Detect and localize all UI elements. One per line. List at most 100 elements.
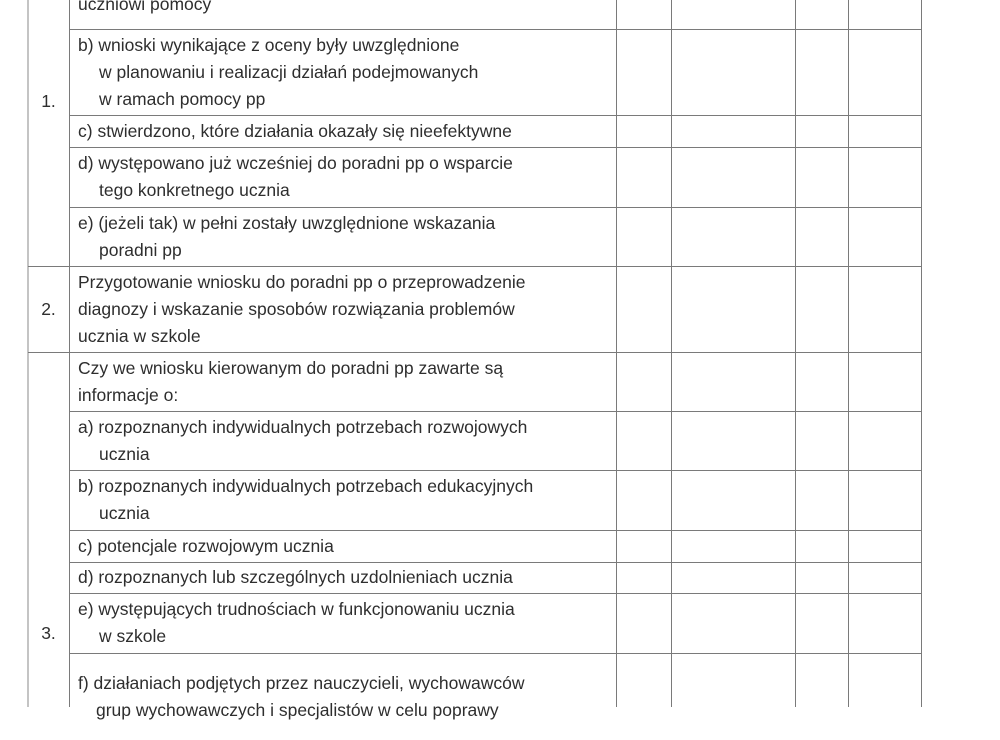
answer-cell[interactable]	[617, 530, 671, 562]
criterion-text-line: c) potencjale rozwojowym ucznia	[78, 535, 334, 556]
item-divider	[69, 653, 922, 654]
criterion-text-line: uczniowi pomocy	[78, 0, 212, 14]
answer-cell[interactable]	[849, 352, 921, 411]
item-divider	[69, 411, 922, 412]
row-divider	[28, 352, 922, 353]
criterion-cell: uczniowi pomocy	[70, 0, 616, 29]
answer-cell[interactable]	[796, 530, 848, 562]
answer-cell[interactable]	[617, 411, 671, 470]
answer-cell[interactable]	[617, 470, 671, 530]
answer-cell[interactable]	[617, 29, 671, 115]
answer-cell[interactable]	[849, 207, 921, 266]
answer-cell[interactable]	[796, 411, 848, 470]
answer-cell[interactable]	[672, 653, 795, 740]
answer-cell[interactable]	[672, 411, 795, 470]
criterion-text-line: tego konkretnego ucznia	[99, 180, 290, 200]
answer-cell[interactable]	[849, 530, 921, 562]
answer-cell[interactable]	[796, 147, 848, 207]
criterion-text-line: w planowaniu i realizacji działań podejm…	[99, 61, 479, 82]
answer-cell[interactable]	[849, 653, 921, 740]
answer-cell[interactable]	[796, 653, 848, 740]
item-divider	[69, 29, 922, 30]
answer-cell[interactable]	[849, 29, 921, 115]
criterion-cell: f) działaniach podjętych przez nauczycie…	[70, 653, 616, 740]
row-number: 3.	[41, 623, 56, 643]
answer-cell[interactable]	[617, 147, 671, 207]
answer-cell[interactable]	[672, 115, 795, 147]
answer-cell[interactable]	[672, 0, 795, 29]
item-divider	[69, 115, 922, 116]
answer-cell[interactable]	[849, 411, 921, 470]
answer-cell[interactable]	[849, 147, 921, 207]
criterion-text-line: e) (jeżeli tak) w pełni zostały uwzględn…	[78, 212, 496, 233]
answer-cell[interactable]	[617, 562, 671, 593]
answer-cell[interactable]	[672, 470, 795, 530]
answer-cell[interactable]	[796, 115, 848, 147]
answer-cell[interactable]	[849, 115, 921, 147]
answer-cell[interactable]	[849, 0, 921, 29]
answer-cell[interactable]	[796, 352, 848, 411]
answer-cell[interactable]	[849, 562, 921, 593]
answer-cell[interactable]	[796, 266, 848, 352]
answer-cell[interactable]	[617, 115, 671, 147]
answer-cell[interactable]	[796, 29, 848, 115]
criterion-text-line: b) rozpoznanych indywidualnych potrzebac…	[78, 476, 534, 496]
criterion-text-line: ucznia w szkole	[78, 325, 201, 346]
column-divider	[848, 0, 849, 707]
criterion-text-line: informacje o:	[78, 384, 179, 405]
answer-cell[interactable]	[672, 29, 795, 115]
row-divider	[28, 266, 922, 267]
item-divider	[69, 530, 922, 531]
criterion-cell: d) występowano już wcześniej do poradni …	[70, 147, 616, 207]
answer-cell[interactable]	[672, 207, 795, 266]
answer-cell[interactable]	[672, 352, 795, 411]
column-divider	[671, 0, 672, 707]
criterion-cell: c) potencjale rozwojowym ucznia	[70, 530, 616, 562]
item-divider	[69, 593, 922, 594]
answer-cell[interactable]	[849, 593, 921, 653]
answer-cell[interactable]	[672, 147, 795, 207]
answer-cell[interactable]	[849, 266, 921, 352]
row-number: 2.	[41, 299, 56, 319]
criterion-text-line: Przygotowanie wniosku do poradni pp o pr…	[78, 271, 526, 292]
criterion-cell: a) rozpoznanych indywidualnych potrzebac…	[70, 411, 616, 470]
criterion-text-line: d) rozpoznanych lub szczególnych uzdolni…	[78, 567, 513, 587]
answer-cell[interactable]	[617, 0, 671, 29]
criterion-cell: d) rozpoznanych lub szczególnych uzdolni…	[70, 562, 616, 593]
column-divider	[921, 0, 922, 707]
answer-cell[interactable]	[849, 470, 921, 530]
criterion-text-line: Czy we wniosku kierowanym do poradni pp …	[78, 357, 504, 378]
criterion-text-line: poradni pp	[99, 239, 182, 260]
criterion-text-line: e) występujących trudnościach w funkcjon…	[78, 599, 515, 619]
answer-cell[interactable]	[617, 352, 671, 411]
answer-cell[interactable]	[617, 266, 671, 352]
answer-cell[interactable]	[796, 470, 848, 530]
criterion-text-line: w szkole	[99, 626, 167, 646]
criterion-cell: b) wnioski wynikające z oceny były uwzgl…	[70, 29, 616, 115]
criterion-text-line: a) rozpoznanych indywidualnych potrzebac…	[78, 416, 528, 437]
criterion-text-line: ucznia	[99, 503, 150, 523]
criterion-cell: Przygotowanie wniosku do poradni pp o pr…	[70, 266, 616, 352]
answer-cell[interactable]	[617, 593, 671, 653]
answer-cell[interactable]	[796, 0, 848, 29]
item-divider	[69, 470, 922, 471]
criterion-text-line: b) wnioski wynikające z oceny były uwzgl…	[78, 34, 460, 55]
criterion-cell: e) występujących trudnościach w funkcjon…	[70, 593, 616, 653]
answer-cell[interactable]	[672, 593, 795, 653]
answer-cell[interactable]	[796, 593, 848, 653]
criterion-text-line: w ramach pomocy pp	[99, 88, 266, 109]
criterion-text-line: grup wychowawczych i specjalistów w celu…	[96, 699, 499, 720]
row-number: 1.	[41, 91, 56, 111]
item-divider	[69, 562, 922, 563]
answer-cell[interactable]	[617, 207, 671, 266]
answer-cell[interactable]	[672, 562, 795, 593]
answer-cell[interactable]	[796, 562, 848, 593]
criterion-cell: b) rozpoznanych indywidualnych potrzebac…	[70, 470, 616, 530]
criterion-text-line: d) występowano już wcześniej do poradni …	[78, 153, 513, 173]
answer-cell[interactable]	[617, 653, 671, 740]
criterion-text-line: c) stwierdzono, które działania okazały …	[78, 120, 512, 141]
answer-cell[interactable]	[796, 207, 848, 266]
criterion-text-line: diagnozy i wskazanie sposobów rozwiązani…	[78, 298, 515, 319]
answer-cell[interactable]	[672, 530, 795, 562]
answer-cell[interactable]	[672, 266, 795, 352]
